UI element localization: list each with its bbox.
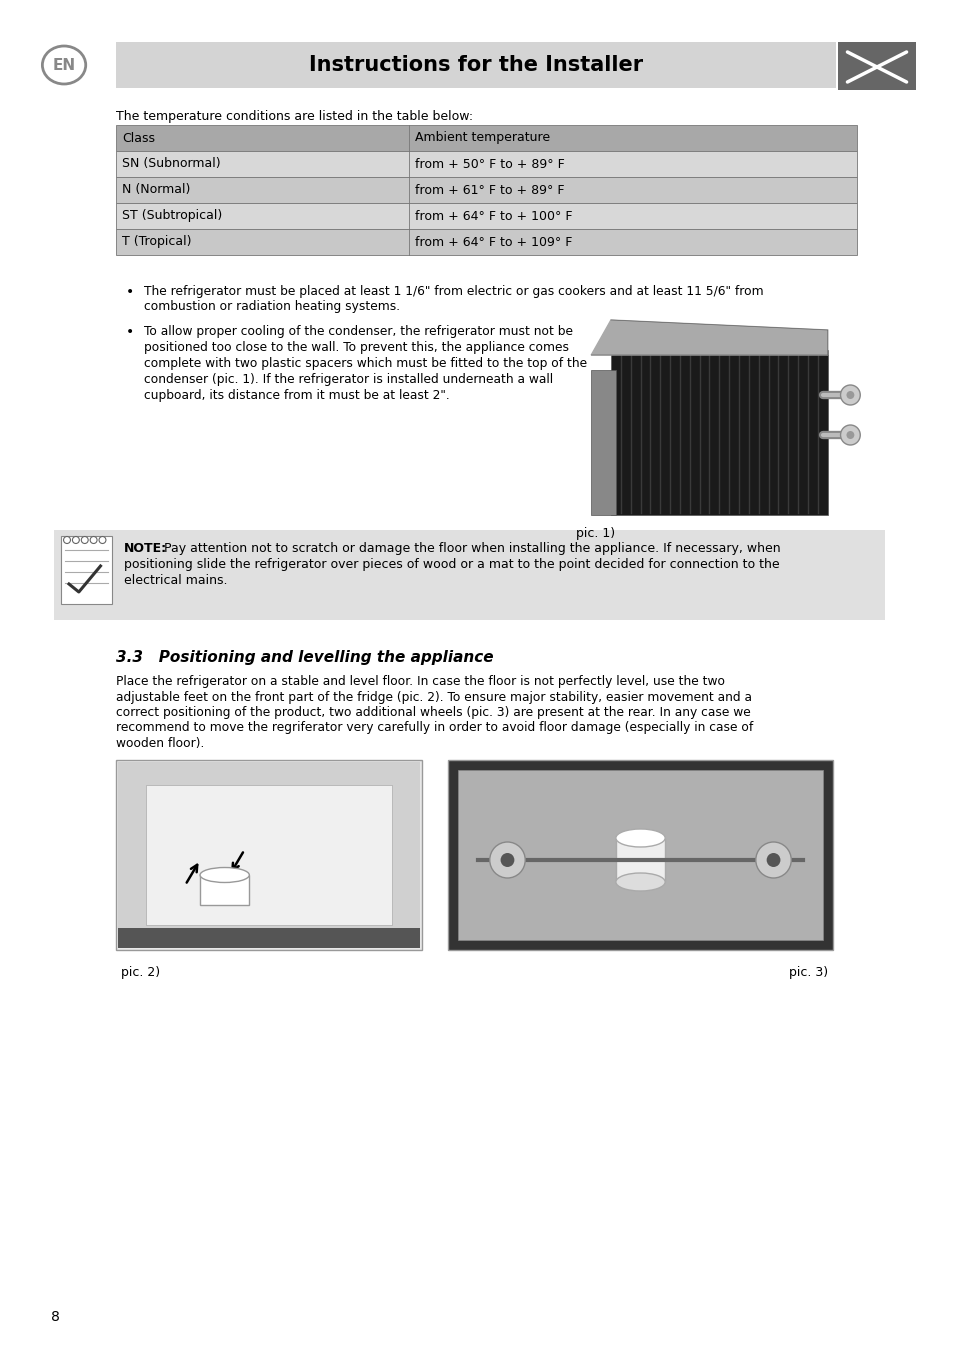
Bar [116,151,857,177]
Bar [118,761,419,948]
Text: pic. 1): pic. 1) [576,526,615,540]
Bar [116,230,857,255]
Bar [837,42,916,90]
Circle shape [99,536,106,544]
Text: Pay attention not to scratch or damage the floor when installing the appliance. : Pay attention not to scratch or damage t… [159,541,780,555]
Bar [116,760,421,950]
Text: pic. 2): pic. 2) [121,967,160,979]
Text: recommend to move the regriferator very carefully in order to avoid floor damage: recommend to move the regriferator very … [116,721,753,734]
Bar [457,769,821,940]
Polygon shape [591,320,827,355]
Ellipse shape [200,868,249,883]
Circle shape [500,853,514,867]
Text: Class: Class [122,131,155,144]
Text: The temperature conditions are listed in the table below:: The temperature conditions are listed in… [116,109,473,123]
Text: •: • [126,285,134,298]
Text: 8: 8 [51,1310,60,1324]
Text: N (Normal): N (Normal) [122,184,191,197]
Text: combustion or radiation heating systems.: combustion or radiation heating systems. [144,300,399,313]
Text: from + 64° F to + 109° F: from + 64° F to + 109° F [415,235,572,248]
Bar [116,126,857,151]
Bar [116,42,835,88]
Text: ST (Subtropical): ST (Subtropical) [122,209,222,223]
Text: correct positioning of the product, two additional wheels (pic. 3) are present a: correct positioning of the product, two … [116,706,750,720]
Circle shape [755,842,790,878]
Circle shape [840,385,860,405]
Text: from + 64° F to + 100° F: from + 64° F to + 100° F [415,209,572,223]
Bar [591,370,616,514]
Text: 3.3   Positioning and levelling the appliance: 3.3 Positioning and levelling the applia… [116,649,494,666]
Circle shape [840,425,860,446]
Text: complete with two plastic spacers which must be fitted to the top of the: complete with two plastic spacers which … [144,356,586,370]
Circle shape [845,392,854,400]
Text: adjustable feet on the front part of the fridge (pic. 2). To ensure major stabil: adjustable feet on the front part of the… [116,690,752,703]
FancyArrowPatch shape [233,852,243,871]
Text: wooden floor).: wooden floor). [116,737,205,751]
Circle shape [91,536,97,544]
Text: positioned too close to the wall. To prevent this, the appliance comes: positioned too close to the wall. To pre… [144,342,568,354]
FancyArrowPatch shape [187,865,197,883]
Text: •: • [126,325,134,339]
Text: Ambient temperature: Ambient temperature [415,131,549,144]
Bar [448,760,832,950]
Circle shape [845,431,854,439]
Circle shape [489,842,525,878]
Text: from + 50° F to + 89° F: from + 50° F to + 89° F [415,158,564,170]
Bar [616,838,664,882]
Bar [610,350,827,514]
Bar [54,531,884,620]
Text: electrical mains.: electrical mains. [124,574,228,587]
Circle shape [81,536,88,544]
Bar [61,536,112,603]
Ellipse shape [616,873,664,891]
Text: cupboard, its distance from it must be at least 2".: cupboard, its distance from it must be a… [144,389,449,402]
Text: Instructions for the Installer: Instructions for the Installer [309,55,642,76]
Bar [200,875,249,905]
Circle shape [766,853,780,867]
Text: pic. 3): pic. 3) [788,967,827,979]
Text: SN (Subnormal): SN (Subnormal) [122,158,220,170]
Text: To allow proper cooling of the condenser, the refrigerator must not be: To allow proper cooling of the condenser… [144,325,572,338]
Text: from + 61° F to + 89° F: from + 61° F to + 89° F [415,184,564,197]
Text: T (Tropical): T (Tropical) [122,235,192,248]
Circle shape [72,536,79,544]
Bar [146,784,392,925]
Ellipse shape [616,829,664,846]
Circle shape [64,536,71,544]
Text: The refrigerator must be placed at least 1 1/6" from electric or gas cookers and: The refrigerator must be placed at least… [144,285,762,298]
Text: Place the refrigerator on a stable and level floor. In case the floor is not per: Place the refrigerator on a stable and l… [116,675,724,688]
Bar [118,927,419,948]
Bar [116,177,857,202]
Text: NOTE:: NOTE: [124,541,167,555]
Text: condenser (pic. 1). If the refrigerator is installed underneath a wall: condenser (pic. 1). If the refrigerator … [144,373,553,386]
Text: positioning slide the refrigerator over pieces of wood or a mat to the point dec: positioning slide the refrigerator over … [124,558,779,571]
Text: EN: EN [52,58,75,73]
Bar [116,202,857,230]
